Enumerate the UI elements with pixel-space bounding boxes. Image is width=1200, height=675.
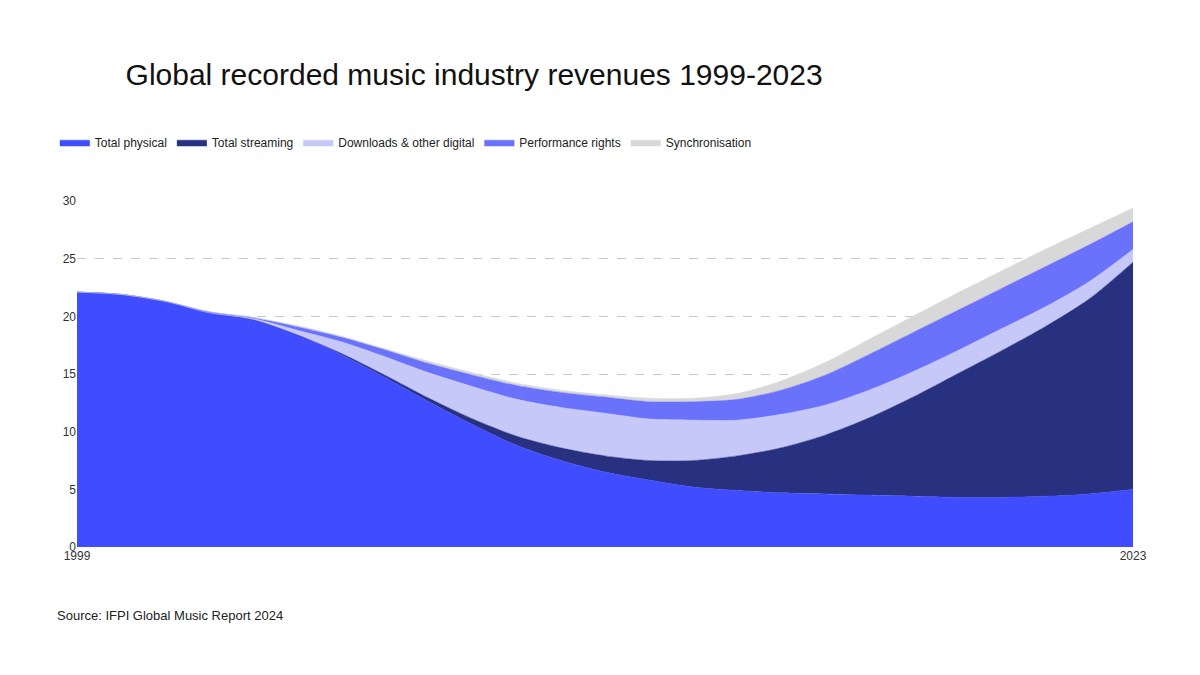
svg-text:Downloads & other digital: Downloads & other digital bbox=[338, 136, 474, 150]
svg-text:2023: 2023 bbox=[1120, 549, 1147, 563]
svg-text:10: 10 bbox=[63, 425, 77, 439]
svg-text:1999: 1999 bbox=[64, 549, 91, 563]
svg-text:Total physical: Total physical bbox=[95, 136, 167, 150]
svg-text:20: 20 bbox=[63, 310, 77, 324]
svg-text:15: 15 bbox=[63, 367, 77, 381]
svg-text:Performance rights: Performance rights bbox=[519, 136, 620, 150]
svg-text:Source: IFPI Global Music Repo: Source: IFPI Global Music Report 2024 bbox=[57, 608, 283, 623]
svg-text:5: 5 bbox=[69, 483, 76, 497]
svg-text:Global recorded music industry: Global recorded music industry revenues … bbox=[126, 58, 823, 91]
svg-text:30: 30 bbox=[63, 194, 77, 208]
svg-text:25: 25 bbox=[63, 252, 77, 266]
svg-text:Total streaming: Total streaming bbox=[212, 136, 293, 150]
svg-text:Synchronisation: Synchronisation bbox=[666, 136, 751, 150]
svg-text:0: 0 bbox=[69, 540, 76, 554]
